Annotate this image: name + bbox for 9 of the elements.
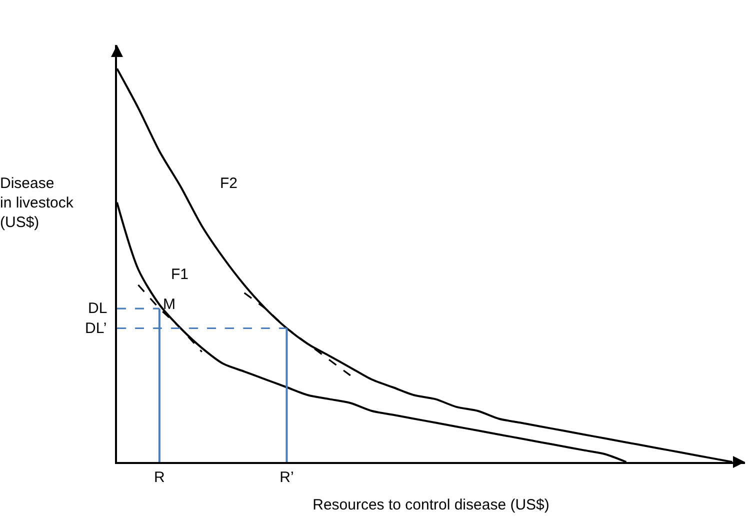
text: F2 xyxy=(220,175,238,192)
series-label: F1 xyxy=(171,266,189,283)
series-label: DL’ xyxy=(85,320,107,337)
series-label: DL xyxy=(88,300,108,317)
x-tick-label: R’ xyxy=(280,469,294,486)
x-tick-label: R xyxy=(154,469,166,486)
y-axis-title: Disease in livestock (US$) xyxy=(0,175,74,231)
x-axis-title: Resources to control disease (US$) xyxy=(312,496,550,514)
annotation: M xyxy=(163,296,176,313)
